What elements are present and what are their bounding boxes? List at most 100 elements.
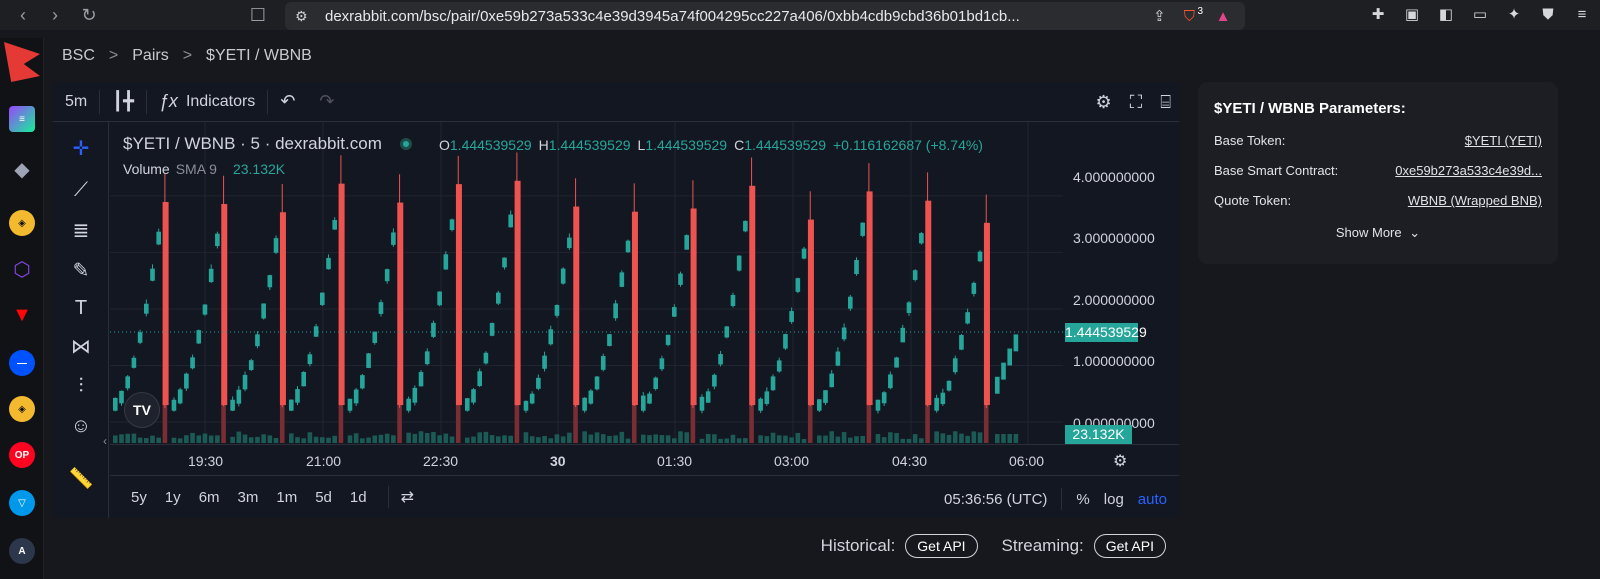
base-icon[interactable]: — [9,350,35,376]
breadcrumb-chain[interactable]: BSC [62,47,95,64]
show-more-button[interactable]: Show More ⌄ [1214,225,1542,241]
breadcrumb-pairs[interactable]: Pairs [132,47,169,64]
candle-body [489,322,495,336]
volume-bar [295,437,300,443]
range-6m[interactable]: 6m [198,488,220,506]
chart-canvas[interactable] [53,82,1179,518]
wallet-icon[interactable]: ▭ [1472,6,1488,23]
candle-body [1013,334,1019,352]
percent-scale-toggle[interactable]: % [1076,490,1090,508]
volume-bar [912,434,918,443]
extensions-icon[interactable]: ✚ [1371,6,1385,23]
bookmark-icon[interactable]: ☐ [249,4,267,25]
volume-bar [594,432,600,443]
historical-get-api-button[interactable]: Get API [905,534,978,558]
high-value: 1.444539529 [548,137,631,153]
chart-settings-icon[interactable]: ⚙ [1095,91,1112,112]
range-3m[interactable]: 3m [237,488,259,506]
collapse-toolbar-icon[interactable]: ‹ [103,434,107,448]
tradingview-chart: 5m ┃╋ ƒx Indicators ↶ ↷ ⚙ ⛶ ⌸ ✛ ⟋ ≣ ✎ T … [53,82,1179,518]
vpn-icon[interactable]: ⛊ [1542,5,1554,23]
volume-bar [230,436,235,443]
time-tick: 30 [550,453,566,469]
share-icon[interactable]: ⇪ [1153,8,1166,25]
ton-icon[interactable]: ▽ [9,490,35,516]
interval-button[interactable]: 5m [65,92,88,110]
candle-body [273,238,279,253]
base-contract-link[interactable]: 0xe59b273a533c4e39d... [1395,163,1542,178]
drawing-toolbar: ✛ ⟋ ≣ ✎ T ⋈ ⫶ ☺ 📏 [53,122,109,518]
range-1d[interactable]: 1d [349,488,367,506]
candle-body [156,231,161,245]
auto-scale-toggle[interactable]: auto [1137,490,1167,508]
utc-clock[interactable]: 05:36:56 (UTC) [944,490,1048,508]
candle-body [177,389,183,404]
leo-ai-icon[interactable]: ✦ [1507,6,1521,23]
candles-icon[interactable]: ┃╋ [112,91,134,111]
range-1y[interactable]: 1y [164,488,181,506]
candle-body [952,358,958,373]
bnb-icon[interactable]: ◈ [9,210,35,236]
dexrabbit-logo[interactable] [4,42,40,82]
back-icon[interactable]: ‹ [20,4,26,25]
trendline-icon[interactable]: ⟋ [74,178,88,201]
volume-bar [150,435,155,443]
streaming-get-api-button[interactable]: Get API [1093,534,1166,558]
candle-body [764,391,770,404]
volume-bar [866,368,872,443]
symbol-title[interactable]: $YETI / WBNB · 5 · dexrabbit.com [123,134,382,153]
prediction-icon[interactable]: ⫶ [78,374,84,397]
base-token-link[interactable]: $YETI (YETI) [1464,133,1542,148]
candle-body [807,219,814,406]
volume-bar [125,433,130,443]
quote-token-link[interactable]: WBNB (Wrapped BNB) [1407,193,1542,208]
emoji-icon[interactable]: ☺ [70,414,92,437]
reload-icon[interactable]: ↻ [81,4,97,25]
brave-shield-icon[interactable]: ⛉ [1183,7,1196,25]
fullscreen-icon[interactable]: ⛶ [1129,91,1143,112]
forward-icon[interactable]: › [52,4,58,25]
tradingview-logo[interactable]: TV [124,392,160,428]
time-tick: 21:00 [306,453,342,469]
polygon-icon[interactable]: ⬡ [13,258,31,281]
reader-icon[interactable]: ▣ [1404,6,1420,23]
brush-icon[interactable]: ✎ [72,259,90,282]
range-5d[interactable]: 5d [315,488,332,506]
time-axis[interactable]: 19:30 21:00 22:30 30 01:30 03:00 04:30 0… [110,444,1179,474]
crosshair-icon[interactable]: ✛ [72,137,90,160]
volume-bar [496,436,501,443]
candle-body [841,327,847,340]
tron-icon[interactable]: ▼ [12,303,32,326]
sidebar-icon[interactable]: ◧ [1438,6,1454,23]
volume-bar [378,434,384,443]
address-bar[interactable]: ⚙ dexrabbit.com/bsc/pair/0xe59b273a533c4… [285,2,1245,30]
time-tick: 06:00 [1009,453,1045,469]
log-scale-toggle[interactable]: log [1103,490,1124,508]
indicators-button[interactable]: ƒx Indicators [147,82,267,122]
bsc-icon[interactable]: ◈ [9,396,35,422]
solana-icon[interactable]: ≡ [9,106,35,132]
redo-icon[interactable]: ↷ [319,91,335,111]
divider [99,89,101,114]
range-5y[interactable]: 5y [131,488,147,506]
menu-icon[interactable]: ≡ [1577,5,1587,23]
date-range-icon[interactable]: ⇄ [400,489,414,506]
range-1m[interactable]: 1m [276,488,298,506]
candle-body [906,302,912,314]
pattern-icon[interactable]: ⋈ [71,335,91,358]
candle-body [912,270,918,280]
close-label: C [734,137,745,153]
undo-icon[interactable]: ↶ [280,91,296,111]
candle-body [529,393,535,404]
time-axis-settings-icon[interactable]: ⚙ [1113,453,1128,470]
text-icon[interactable]: T [74,296,88,319]
ruler-icon[interactable]: 📏 [68,467,94,490]
optimism-icon[interactable]: OP [9,442,35,468]
price-axis[interactable]: 4.000000000 3.000000000 2.000000000 1.00… [1063,122,1179,442]
fib-icon[interactable]: ≣ [72,219,90,242]
site-settings-icon[interactable]: ⚙ [295,8,308,24]
screenshot-icon[interactable]: ⌸ [1160,91,1171,112]
brave-rewards-icon[interactable]: ▲ [1215,7,1231,25]
arbitrum-icon[interactable]: A [9,538,35,564]
ethereum-icon[interactable]: ◆ [14,158,30,181]
